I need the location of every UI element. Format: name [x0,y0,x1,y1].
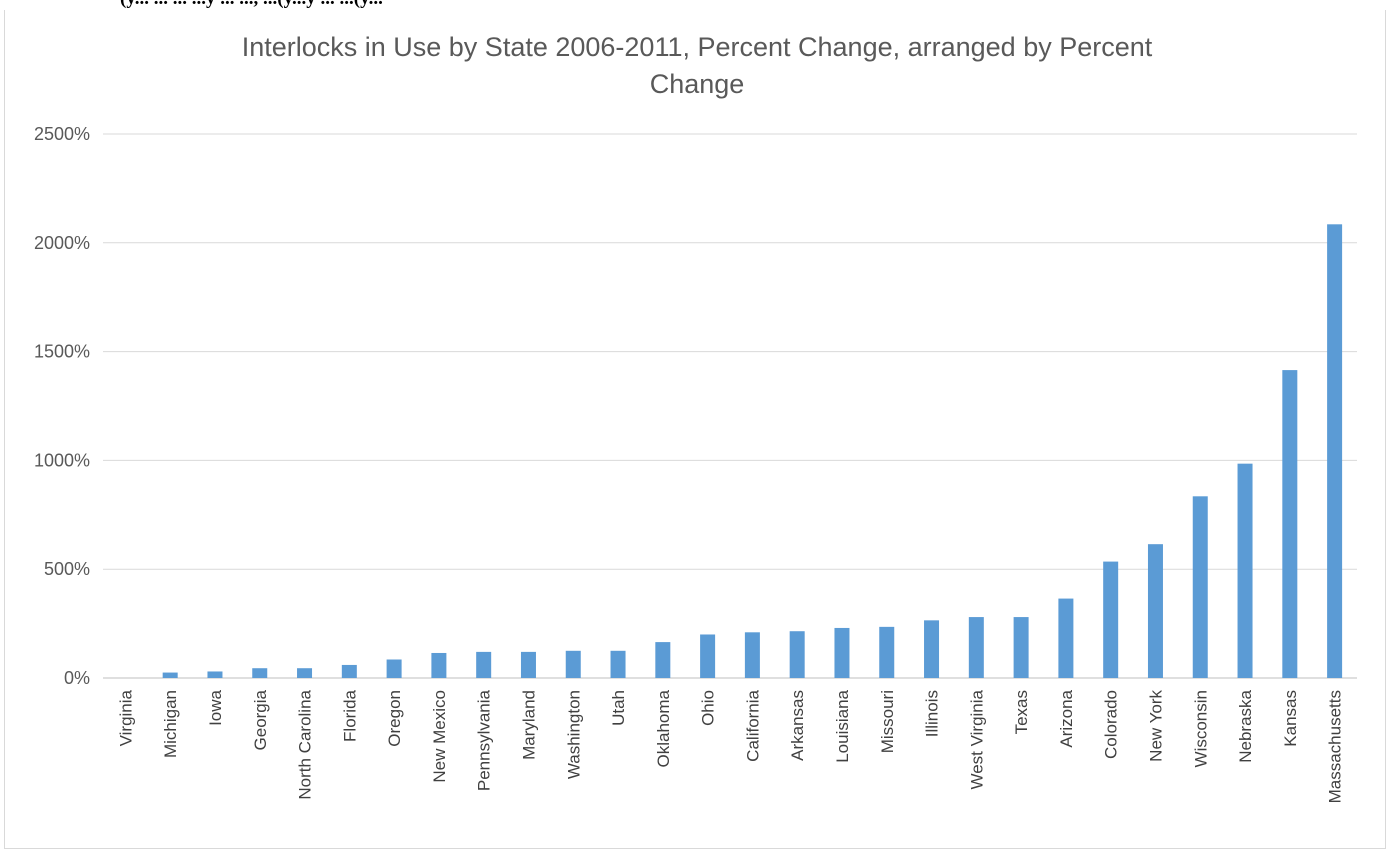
bar-missouri [879,626,895,678]
bars [162,224,1343,678]
cropped-caption: (y... ... ... ...y ... ..., ...(y...y ..… [120,0,383,10]
bar-arizona [1058,598,1074,678]
bar-oklahoma [655,642,671,678]
bar-west-virginia [968,617,984,678]
x-tick-label: Michigan [161,690,180,758]
x-tick-label: Iowa [206,689,225,725]
x-tick-label: Illinois [923,690,942,737]
gridlines [103,133,1357,679]
bar-illinois [924,620,940,678]
chart-title: Interlocks in Use by State 2006-2011, Pe… [242,32,1153,99]
x-tick-label: Washington [564,690,583,779]
x-axis-ticks: Virginia Michigan Iowa Georgia North Carolin… [116,689,1344,803]
x-tick-label: North Carolina [296,689,315,799]
chart-title-line-2: Change [650,69,745,99]
x-tick-label: Oklahoma [654,689,673,767]
x-tick-label: Massachusetts [1326,690,1345,803]
x-tick-label: Georgia [251,689,270,750]
y-tick-label: 0% [64,668,90,688]
chart-frame [4,10,1386,849]
y-tick-label: 500% [44,559,90,579]
y-tick-label: 1500% [34,342,90,362]
y-tick-label: 2500% [34,124,90,144]
x-tick-label: Texas [1012,690,1031,734]
bar-florida [341,664,357,678]
bar-pennsylvania [476,651,492,678]
x-tick-label: Louisiana [833,689,852,762]
bar-north-carolina [297,668,313,678]
bar-utah [610,650,626,678]
bar-texas [1013,617,1029,678]
bar-new-york [1147,544,1163,678]
bar-michigan [162,672,178,678]
bar-maryland [520,651,536,678]
bar-california [744,632,760,678]
x-tick-label: Missouri [878,690,897,753]
x-tick-label: New York [1146,690,1165,762]
bar-louisiana [834,627,850,678]
bar-washington [565,650,581,678]
x-tick-label: Florida [340,689,359,742]
cropped-top-text: (y... ... ... ...y ... ..., ...(y...y ..… [0,0,1388,10]
x-tick-label: Wisconsin [1191,690,1210,767]
bar-colorado [1103,561,1119,678]
x-tick-label: California [743,689,762,761]
x-tick-label: Arkansas [788,690,807,761]
x-tick-label: Nebraska [1236,689,1255,762]
chart-title-line-1: Interlocks in Use by State 2006-2011, Pe… [242,32,1153,62]
bar-wisconsin [1192,496,1208,678]
y-tick-label: 1000% [34,450,90,470]
x-tick-label: Kansas [1281,690,1300,747]
x-tick-label: Pennsylvania [475,689,494,791]
x-tick-label: Utah [609,690,628,726]
bar-new-mexico [431,652,447,678]
bar-iowa [207,671,223,678]
bar-nebraska [1237,463,1253,678]
x-tick-label: New Mexico [430,690,449,783]
bar-oregon [386,659,402,678]
x-tick-label: West Virginia [967,689,986,789]
bar-massachusetts [1327,224,1343,678]
x-tick-label: Colorado [1102,690,1121,759]
bar-georgia [252,668,268,678]
x-tick-label: Ohio [699,690,718,726]
bar-ohio [700,634,716,678]
x-tick-label: Virginia [116,689,135,746]
x-tick-label: Oregon [385,690,404,747]
bar-arkansas [789,631,805,678]
x-tick-label: Arizona [1057,689,1076,747]
x-tick-label: Maryland [519,690,538,760]
y-axis-ticks: 0% 500% 1000% 1500% 2000% 2500% [34,124,90,688]
bar-kansas [1282,370,1298,678]
y-tick-label: 2000% [34,233,90,253]
